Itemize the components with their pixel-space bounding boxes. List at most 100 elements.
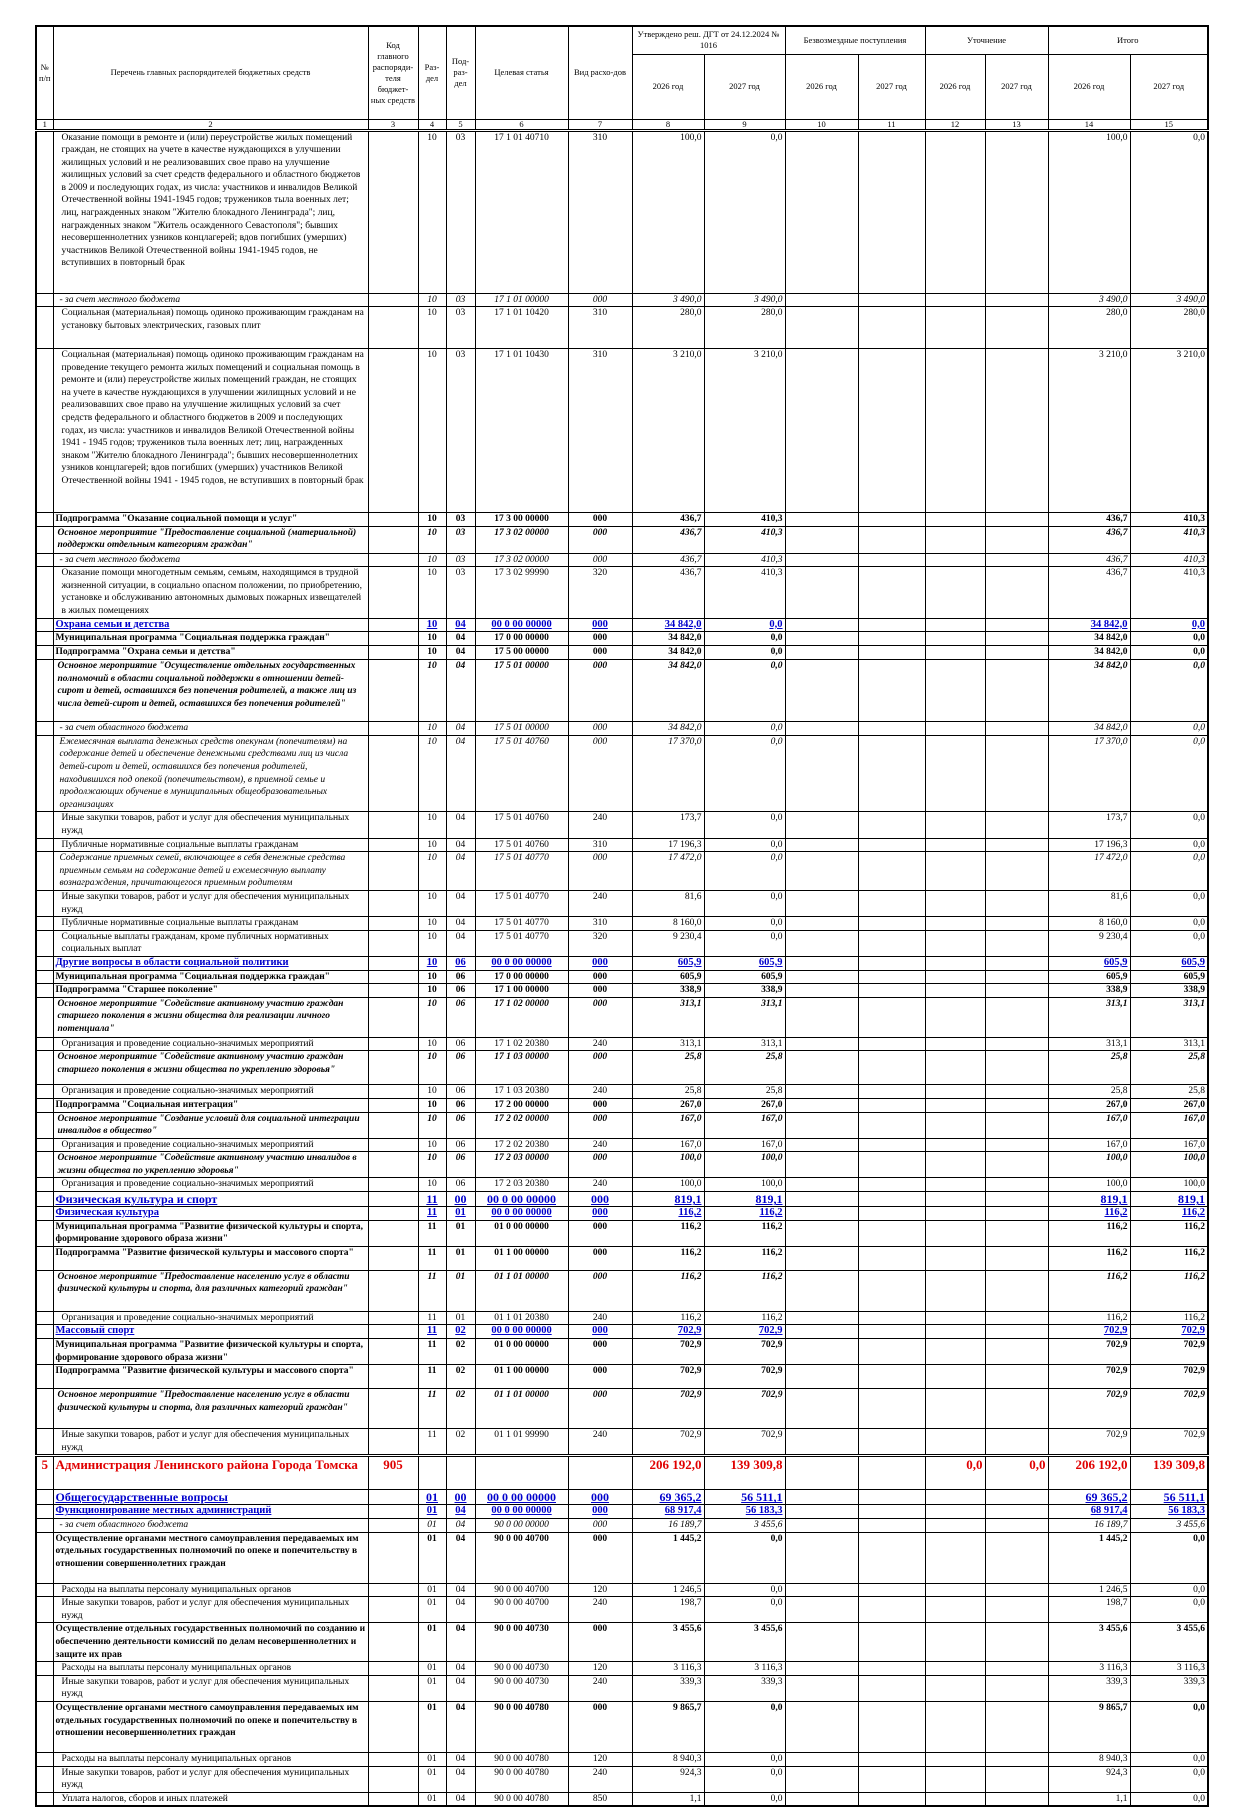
value-total-2026: 81,6	[1047, 889, 1131, 918]
row-podrazdel: 04	[445, 837, 476, 853]
value-approved-2027: 25,8	[703, 1084, 786, 1099]
value-gratis-2027	[857, 1765, 926, 1793]
row-podrazdel: 03	[445, 525, 476, 554]
row-razdel: 10	[417, 292, 447, 308]
value-total-2026: 605,9	[1047, 969, 1131, 985]
row-razdel: 10	[417, 1084, 447, 1099]
value-clarify-2026	[924, 983, 986, 998]
value-total-2026: 206 192,0	[1047, 1454, 1131, 1491]
value-clarify-2027	[984, 929, 1049, 957]
row-expense-type: 000	[567, 734, 633, 813]
row-podrazdel: 03	[445, 566, 476, 619]
column-number: 12	[924, 118, 986, 132]
table-row: Общегосударственные вопросы 01 00 00 0 00 0…	[35, 1489, 1209, 1506]
row-name: Иные закупки товаров, работ и услуг для …	[52, 1674, 369, 1702]
row-target-article: 17 0 00 00000	[474, 631, 569, 647]
value-gratis-2027	[857, 1191, 926, 1208]
row-number	[35, 1596, 54, 1624]
header-year: 2026 год	[631, 53, 705, 120]
header-year: 2026 год	[924, 53, 986, 120]
value-total-2027: 313,1	[1129, 1036, 1209, 1052]
row-name-text: Муниципальная программа "Развитие физиче…	[55, 1340, 363, 1363]
value-clarify-2027	[984, 983, 1049, 998]
row-name-text: Публичные нормативные социальные выплаты…	[61, 839, 299, 850]
row-podrazdel: 04	[445, 1582, 476, 1598]
row-name-text: - за счет областного бюджета	[59, 723, 189, 734]
table-row: Муниципальная программа "Развитие физиче…	[35, 1338, 1209, 1366]
value-approved-2027: 702,9	[703, 1338, 786, 1366]
header-approved: Утверждено реш. ДГТ от 24.12.2024 № 1016	[631, 25, 786, 55]
value-gratis-2027	[857, 721, 926, 736]
value-clarify-2027	[984, 1428, 1049, 1457]
row-razdel: 10	[417, 1151, 447, 1179]
value-total-2027: 702,9	[1129, 1364, 1209, 1390]
value-total-2026: 702,9	[1047, 1324, 1131, 1340]
row-number	[35, 1661, 54, 1676]
value-approved-2027: 410,3	[703, 552, 786, 568]
value-total-2027: 605,9	[1129, 955, 1209, 971]
value-gratis-2027	[857, 1661, 926, 1676]
value-clarify-2026	[924, 1765, 986, 1793]
row-number	[35, 631, 54, 647]
row-name-text: Массовый спорт	[55, 1325, 135, 1337]
value-total-2026: 3 116,3	[1047, 1661, 1131, 1676]
value-approved-2027: 0,0	[703, 617, 786, 633]
table-row: Физическая культура и спорт 11 00 00 0 00 0…	[35, 1191, 1209, 1208]
value-gratis-2027	[857, 659, 926, 723]
row-admin-code	[367, 1310, 419, 1326]
row-name-text: Подпрограмма "Социальная интеграция"	[55, 1099, 239, 1110]
value-gratis-2026	[784, 659, 859, 723]
value-total-2026: 436,7	[1047, 512, 1131, 527]
row-name-text: Муниципальная программа "Развитие физиче…	[55, 1221, 363, 1245]
value-total-2027: 0,0	[1129, 837, 1209, 853]
value-gratis-2026	[784, 1504, 859, 1519]
row-razdel: 11	[417, 1269, 447, 1312]
value-gratis-2027	[857, 631, 926, 647]
row-admin-code	[367, 566, 419, 619]
row-admin-code	[367, 1084, 419, 1099]
row-name-text: - за счет областного бюджета	[59, 1520, 189, 1530]
row-podrazdel: 04	[445, 1674, 476, 1702]
row-name-text: Иные закупки товаров, работ и услуг для …	[61, 1430, 350, 1453]
row-podrazdel: 01	[445, 1219, 476, 1247]
table-row: Подпрограмма "Старшее поколение" 10 06 17 1…	[35, 983, 1209, 998]
row-name: Расходы на выплаты персоналу муниципальн…	[52, 1582, 369, 1598]
row-name: Охрана семьи и детства	[52, 617, 369, 633]
row-number	[35, 525, 54, 554]
value-total-2027: 702,9	[1129, 1324, 1209, 1340]
row-razdel: 10	[417, 983, 447, 998]
value-total-2026: 17 196,3	[1047, 837, 1131, 853]
row-expense-type: 000	[567, 1245, 633, 1271]
value-gratis-2026	[784, 1084, 859, 1099]
table-row: Основное мероприятие "Создание условий д…	[35, 1111, 1209, 1139]
value-total-2026: 338,9	[1047, 983, 1131, 998]
header-num: № п/п	[35, 25, 54, 120]
value-total-2027: 0,0	[1129, 129, 1209, 294]
value-gratis-2027	[857, 1582, 926, 1598]
row-name: Другие вопросы в области социальной поли…	[52, 955, 369, 971]
row-admin-code	[367, 1191, 419, 1208]
value-approved-2026: 100,0	[631, 1177, 705, 1193]
header-year: 2027 год	[1129, 53, 1209, 120]
row-admin-code	[367, 1269, 419, 1312]
row-expense-type: 310	[567, 306, 633, 350]
row-name-text: Расходы на выплаты персоналу муниципальн…	[61, 1753, 292, 1764]
row-expense-type: 310	[567, 837, 633, 853]
value-gratis-2026	[784, 512, 859, 527]
value-total-2026: 116,2	[1047, 1206, 1131, 1221]
row-target-article: 90 0 00 40780	[474, 1700, 569, 1753]
table-row: Расходы на выплаты персоналу муниципальн…	[35, 1661, 1209, 1676]
value-approved-2027: 100,0	[703, 1177, 786, 1193]
value-gratis-2026	[784, 916, 859, 931]
row-name-text: Физическая культура и спорт	[55, 1192, 218, 1207]
value-total-2027: 702,9	[1129, 1338, 1209, 1366]
value-total-2027: 410,3	[1129, 566, 1209, 619]
value-gratis-2027	[857, 1206, 926, 1221]
table-row: Основное мероприятие "Содействие активно…	[35, 1151, 1209, 1179]
row-name: Ежемесячная выплата денежных средств опе…	[52, 734, 369, 813]
row-admin-code	[367, 1531, 419, 1584]
value-gratis-2026	[784, 1324, 859, 1340]
value-approved-2026: 17 196,3	[631, 837, 705, 853]
row-admin-code	[367, 645, 419, 661]
row-number	[35, 659, 54, 723]
